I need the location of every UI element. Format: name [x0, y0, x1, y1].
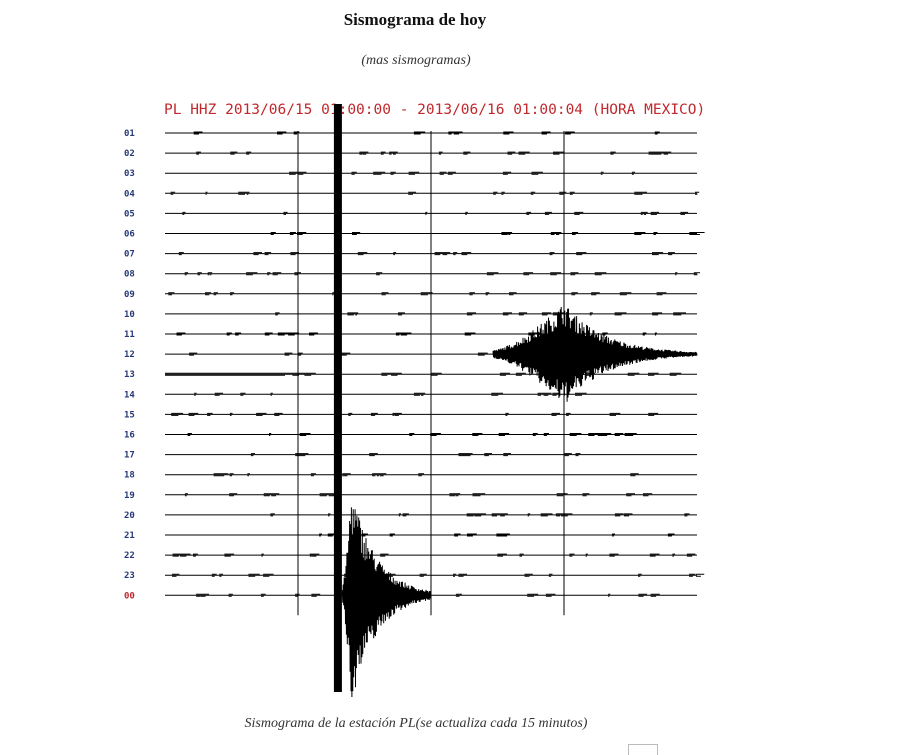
trace-noise: [213, 473, 639, 477]
trace-noise: [170, 191, 700, 195]
row-label: 23: [124, 571, 135, 581]
page-title: Sismograma de hoy: [343, 10, 487, 29]
trace-noise: [172, 553, 696, 557]
row-label: 22: [124, 551, 135, 561]
row-label: 05: [124, 209, 135, 219]
trace-noise: [165, 372, 682, 376]
row-label: 17: [124, 451, 135, 461]
scroll-box: [628, 744, 658, 755]
row-label: 04: [124, 189, 135, 199]
trace-noise: [319, 533, 675, 537]
row-label: 19: [124, 491, 135, 501]
trace-noise: [187, 433, 637, 436]
row-label: 11: [124, 330, 135, 340]
trace-noise: [193, 131, 660, 135]
trace-noise: [275, 312, 686, 316]
trace-noise: [270, 232, 705, 235]
seismogram-caption: Sismograma de la estación PL(se actualiz…: [244, 716, 588, 731]
row-label: 13: [124, 370, 135, 380]
trace-noise: [171, 412, 659, 416]
trace-noise: [168, 292, 667, 296]
row-label: 01: [124, 129, 135, 139]
trace-noise: [176, 332, 657, 336]
row-label: 09: [124, 290, 135, 300]
row-label: 08: [124, 270, 135, 280]
trace-noise: [250, 453, 581, 457]
row-label: 12: [124, 350, 135, 360]
row-label: 02: [124, 149, 135, 159]
row-label: 03: [124, 169, 135, 179]
row-label: 00: [124, 591, 135, 601]
row-label: 10: [124, 310, 135, 320]
row-label: 07: [124, 250, 135, 260]
row-label: 14: [124, 390, 135, 400]
row-label: 06: [124, 230, 135, 240]
more-seismograms-link[interactable]: (mas sismogramas): [361, 53, 471, 68]
trace-noise: [178, 252, 675, 256]
trace-noise: [289, 171, 635, 175]
trace-noise: [270, 513, 690, 517]
saturated-trace-marker: [333, 104, 342, 692]
trace-noise: [196, 151, 672, 155]
trace-noise: [184, 272, 700, 276]
event-waveform: [341, 507, 432, 697]
row-label: 20: [124, 511, 135, 521]
event-waveform: [492, 306, 698, 402]
trace-noise: [182, 211, 689, 215]
seismogram-header: PL HHZ 2013/06/15 01:00:00 - 2013/06/16 …: [164, 102, 705, 118]
trace-noise: [194, 392, 587, 396]
row-label: 16: [124, 431, 135, 441]
row-label: 18: [124, 471, 135, 481]
row-label: 15: [124, 410, 135, 420]
seismogram-chart: PL HHZ 2013/06/15 01:00:00 - 2013/06/16 …: [124, 102, 705, 697]
row-label: 21: [124, 531, 135, 541]
